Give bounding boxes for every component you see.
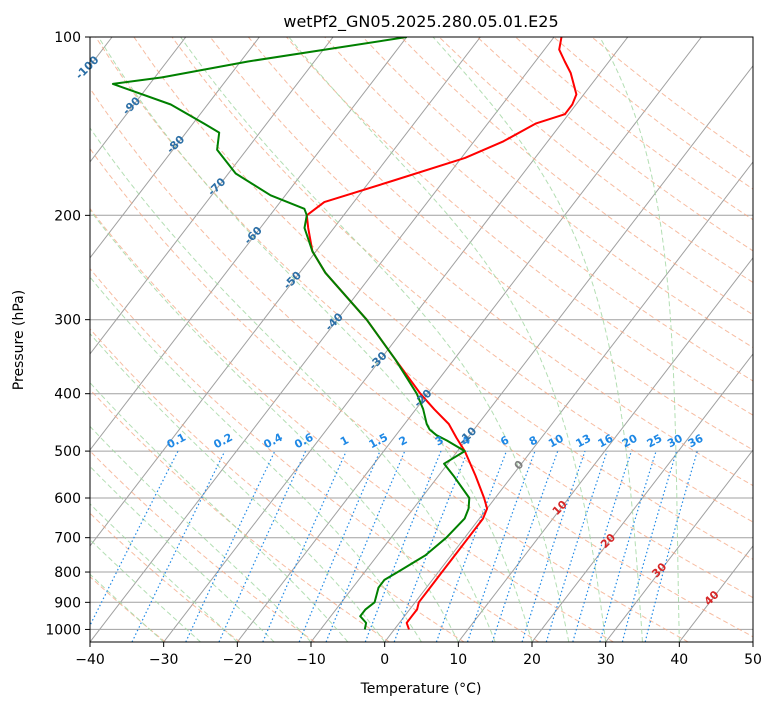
- x-axis-label: Temperature (°C): [360, 681, 482, 697]
- mixing-ratio-line: [599, 450, 657, 642]
- mixing-ratio-label: 20: [620, 432, 640, 451]
- temperature-profile-line: [305, 37, 578, 630]
- dry-adiabat-line: [90, 267, 540, 642]
- isotherm-line: [310, 64, 753, 642]
- mixing-ratio-line: [545, 450, 608, 642]
- dry-adiabat-line: [248, 37, 753, 451]
- mixing-ratio-line: [325, 450, 406, 642]
- mixing-ratio-line: [262, 450, 347, 642]
- dry-adiabat-line: [171, 37, 753, 523]
- mixing-ratio-line: [90, 450, 179, 627]
- moist-adiabat-line: [90, 276, 422, 642]
- x-tick-label: −10: [296, 652, 326, 668]
- series-layer: [111, 37, 578, 630]
- dry-adiabat-line: [90, 450, 315, 642]
- x-tick-label: 20: [523, 652, 541, 668]
- x-tick-label: 0: [380, 652, 389, 668]
- mixing-ratio-line: [393, 450, 469, 642]
- y-tick-label: 300: [54, 313, 81, 329]
- x-tick-label: −40: [75, 652, 105, 668]
- isotherm-line: [90, 37, 481, 547]
- x-tick-label: −30: [149, 652, 179, 668]
- mixing-ratio-line: [521, 450, 586, 642]
- dry-adiabat-line: [90, 512, 241, 642]
- dry-adiabat-line: [90, 207, 614, 642]
- y-tick-label: 800: [54, 565, 81, 581]
- mixing-ratio-line: [435, 450, 507, 642]
- reference-lines: [90, 37, 753, 642]
- moist-adiabat-line: [90, 127, 496, 642]
- isotherm-line: [90, 37, 408, 451]
- mixing-ratio-line: [491, 450, 559, 642]
- dewpoint-profile-line: [111, 37, 471, 630]
- x-tick-label: −20: [223, 652, 253, 668]
- dry-adiabat-line: [90, 388, 390, 642]
- mixing-ratio-label: 36: [686, 432, 706, 451]
- mixing-ratio-line: [298, 450, 381, 642]
- mixing-ratio-label: 10: [546, 432, 566, 451]
- y-tick-label: 200: [54, 208, 81, 224]
- isotherm-line: [90, 37, 187, 163]
- moist-adiabat-line: [288, 37, 607, 642]
- isotherm-line: [163, 37, 629, 642]
- dry-adiabat-line: [95, 37, 753, 599]
- isotherm-line: [457, 257, 753, 642]
- y-tick-label: 600: [54, 491, 81, 507]
- isotherm-line: [90, 37, 260, 259]
- isotherm-line: [236, 37, 702, 642]
- moist-adiabat-line: [432, 37, 643, 642]
- plot-frame: [89, 36, 754, 643]
- y-axis-label: Pressure (hPa): [11, 290, 27, 390]
- dry-adiabat-line: [90, 328, 465, 642]
- x-tick-label: 40: [670, 652, 688, 668]
- dry-adiabat-line: [90, 87, 753, 638]
- dry-adiabat-line: [438, 37, 753, 284]
- x-tick-label: 10: [449, 652, 467, 668]
- dry-adiabat-line: [90, 147, 689, 642]
- y-tick-label: 1000: [45, 622, 81, 638]
- moist-adiabat-line: [90, 425, 312, 642]
- moist-adiabat-line: [180, 37, 570, 642]
- axis-ticks: −40 −30 −20 −10 0 10 20 30 40 50 100 200 300 400 500 60…: [45, 30, 762, 668]
- x-tick-label: 30: [597, 652, 615, 668]
- mixing-ratio-line: [364, 450, 442, 642]
- moist-adiabat-line: [90, 332, 386, 642]
- moist-adiabat-line: [599, 37, 680, 642]
- mixing-ratio-line: [572, 450, 632, 642]
- y-tick-label: 900: [54, 595, 81, 611]
- moist-adiabat-line: [90, 381, 349, 642]
- mixing-ratio-label: 13: [574, 432, 594, 451]
- mixing-ratio-line: [621, 450, 678, 642]
- y-tick-label: 700: [54, 531, 81, 547]
- isotherm-line: [384, 161, 753, 642]
- y-tick-label: 400: [54, 387, 81, 403]
- y-tick-label: 100: [54, 30, 81, 46]
- mixing-ratio-label: 25: [645, 432, 665, 451]
- isotherm-line: [531, 353, 753, 642]
- dry-adiabat-line: [286, 37, 753, 416]
- mixing-ratio-label: 16: [596, 432, 616, 451]
- mixing-ratio-line: [644, 450, 698, 642]
- x-tick-label: 50: [744, 652, 762, 668]
- moist-adiabat-line: [90, 465, 275, 642]
- isotherm-line: [90, 37, 334, 355]
- chart-title: wetPf2_GN05.2025.280.05.01.E25: [283, 12, 558, 32]
- mixing-ratio-label: 30: [665, 432, 685, 451]
- dry-adiabat-line: [90, 576, 166, 642]
- mixing-ratio-line: [466, 450, 536, 642]
- isotherm-line: [605, 449, 753, 642]
- moist-adiabat-line: [98, 37, 533, 642]
- dry-adiabat-line: [400, 37, 753, 316]
- y-tick-label: 500: [54, 444, 81, 460]
